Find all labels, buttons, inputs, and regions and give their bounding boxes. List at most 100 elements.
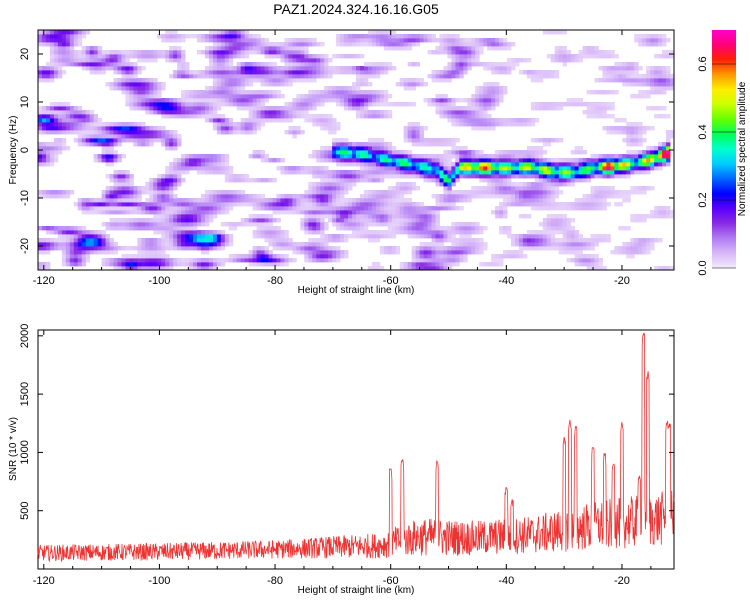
heatmap-cell (252, 42, 258, 47)
heatmap-cell (367, 206, 373, 211)
heatmap-cell (499, 62, 504, 67)
heatmap-cell (352, 158, 357, 163)
heatmap-cell (622, 74, 627, 79)
heatmap-cell (133, 74, 138, 79)
heatmap-cell (447, 62, 452, 67)
heatmap-cell (244, 130, 250, 135)
heatmap-cell (38, 78, 43, 83)
heatmap-cell (181, 214, 186, 219)
heatmap-cell (320, 178, 325, 183)
heatmap-cell (232, 94, 238, 99)
heatmap-cell (344, 218, 349, 223)
heatmap-cell (487, 174, 492, 179)
heatmap-cell (324, 202, 329, 207)
heatmap-cell (49, 74, 55, 79)
heatmap-cell (363, 162, 369, 167)
heatmap-cell (248, 34, 254, 39)
heatmap-cell (300, 78, 305, 83)
heatmap-cell (224, 70, 230, 75)
heatmap-cell (336, 234, 341, 239)
heatmap-cell (562, 162, 568, 167)
heatmap-cell (475, 50, 480, 55)
heatmap-cell (304, 210, 309, 215)
heatmap-cell (363, 110, 369, 115)
heatmap-cell (566, 162, 572, 167)
heatmap-cell (356, 146, 361, 151)
heatmap-cell (578, 202, 583, 207)
heatmap-cell (626, 174, 631, 179)
heatmap-cell (562, 250, 568, 255)
heatmap-cell (395, 226, 401, 231)
heatmap-cell (483, 66, 488, 71)
heatmap-cell (208, 50, 214, 55)
heatmap-cell (316, 242, 321, 247)
heatmap-cell (300, 242, 305, 247)
heatmap-cell (375, 90, 381, 95)
heatmap-cell (284, 170, 289, 175)
heatmap-cell (371, 34, 377, 39)
heatmap-cell (312, 218, 317, 223)
heatmap-cell (359, 222, 365, 227)
heatmap-cell (133, 86, 138, 91)
heatmap-cell (387, 34, 393, 39)
heatmap-cell (590, 102, 595, 107)
heatmap-cell (260, 202, 265, 207)
heatmap-cell (530, 106, 536, 111)
heatmap-cell (73, 202, 79, 207)
heatmap-cell (49, 194, 55, 199)
heatmap-cell (133, 122, 138, 127)
heatmap-cell (296, 206, 301, 211)
heatmap-cell (324, 54, 329, 59)
heatmap-cell (204, 198, 210, 203)
heatmap-cell (415, 262, 421, 267)
heatmap-cell (471, 250, 476, 255)
heatmap-cell (407, 82, 413, 87)
heatmap-cell (634, 62, 639, 67)
heatmap-cell (566, 226, 572, 231)
heatmap-cell (332, 178, 337, 183)
heatmap-cell (439, 194, 444, 199)
heatmap-cell (45, 70, 51, 75)
heatmap-cell (129, 178, 134, 183)
heatmap-cell (356, 214, 361, 219)
heatmap-cell (252, 106, 258, 111)
heatmap-cell (45, 230, 51, 235)
heatmap-cell (542, 226, 548, 231)
heatmap-cell (169, 146, 174, 151)
heatmap-cell (272, 210, 277, 215)
heatmap-cell (165, 266, 170, 271)
heatmap-cell (276, 46, 281, 51)
heatmap-cell (260, 110, 265, 115)
heatmap-cell (117, 170, 122, 175)
heatmap-cell (407, 78, 413, 83)
heatmap-cell (236, 78, 242, 83)
heatmap-cell (332, 218, 337, 223)
heatmap-cell (375, 266, 381, 271)
heatmap-cell (479, 262, 484, 267)
heatmap-cell (614, 174, 619, 179)
heatmap-cell (328, 234, 333, 239)
heatmap-cell (105, 154, 110, 159)
heatmap-cell (212, 38, 218, 43)
heatmap-cell (614, 250, 619, 255)
heatmap-cell (328, 126, 333, 131)
heatmap-cell (264, 218, 269, 223)
heatmap-cell (507, 194, 512, 199)
heatmap-cell (256, 94, 262, 99)
heatmap-cell (296, 246, 301, 251)
heatmap-cell (459, 230, 464, 235)
heatmap-cell (542, 242, 548, 247)
heatmap-cell (403, 214, 409, 219)
heatmap-cell (475, 154, 480, 159)
heatmap-cell (228, 194, 234, 199)
heatmap-cell (236, 66, 242, 71)
heatmap-cell (594, 186, 599, 191)
heatmap-cell (487, 94, 492, 99)
heatmap-cell (312, 202, 317, 207)
heatmap-cell (451, 122, 456, 127)
heatmap-cell (419, 210, 424, 215)
heatmap-cell (125, 170, 130, 175)
heatmap-cell (169, 134, 174, 139)
heatmap-cell (304, 206, 309, 211)
heatmap-cell (467, 194, 472, 199)
